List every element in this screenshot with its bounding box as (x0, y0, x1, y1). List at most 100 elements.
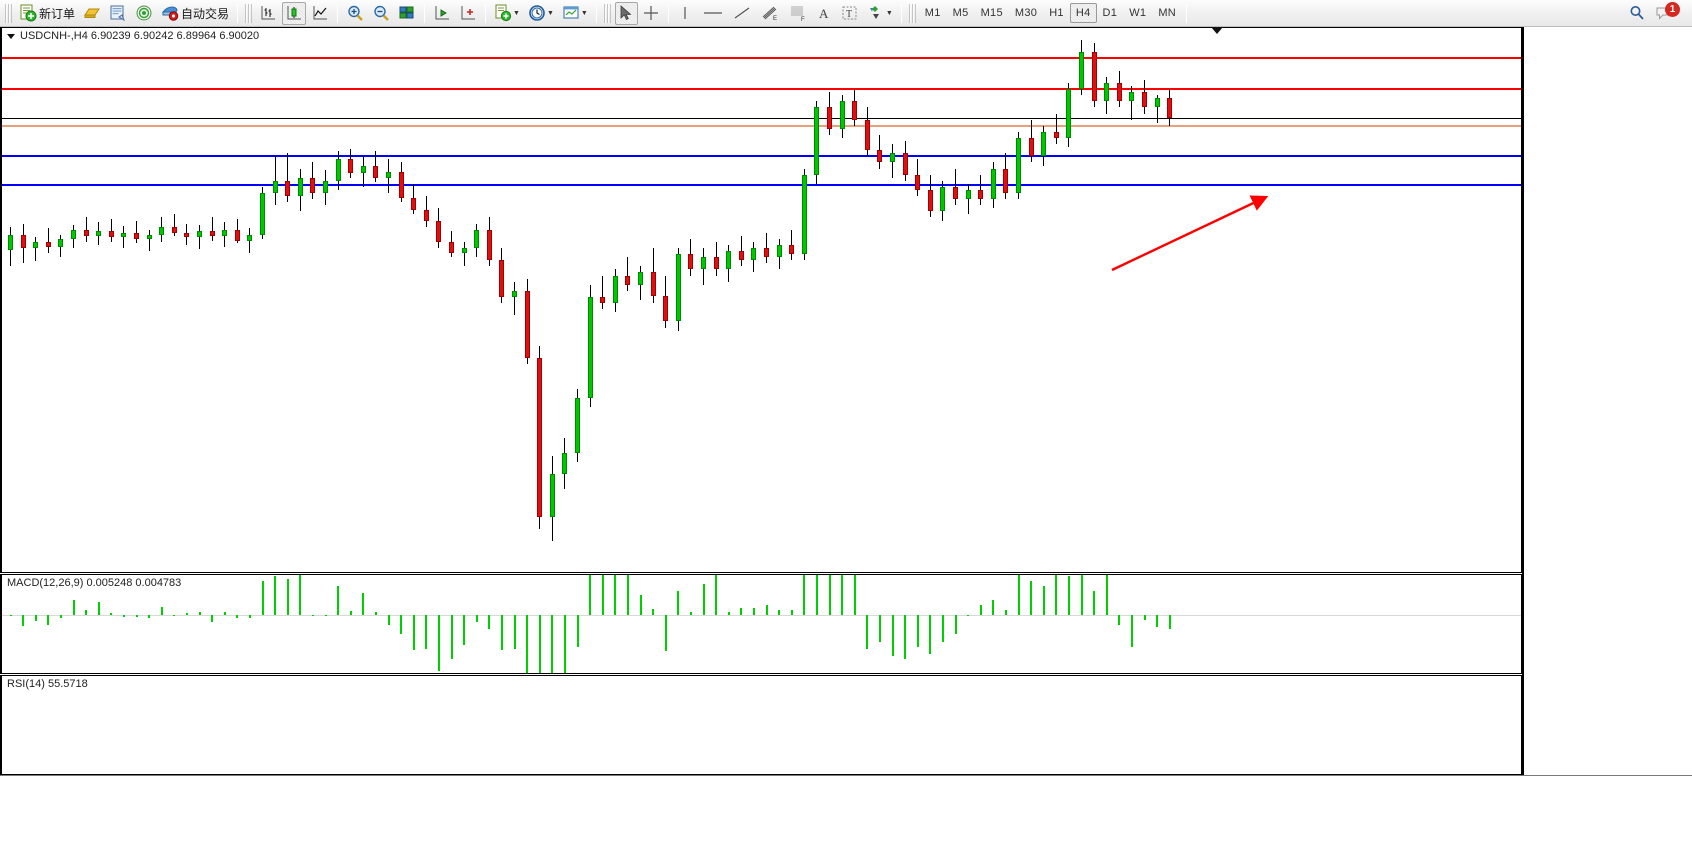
price-chart-pane[interactable]: USDCNH-,H4 6.90239 6.90242 6.89964 6.900… (0, 27, 1522, 573)
candlestick[interactable] (688, 254, 694, 270)
timeframe-mn[interactable]: MN (1158, 7, 1177, 19)
candlestick[interactable] (71, 229, 76, 239)
candlestick[interactable] (915, 174, 921, 190)
chart-shift-button[interactable] (430, 2, 454, 25)
candlestick[interactable] (436, 220, 442, 242)
candlestick[interactable] (764, 248, 769, 258)
candlestick[interactable] (323, 180, 328, 194)
candlestick[interactable] (524, 290, 530, 359)
fibonacci-button[interactable]: F (785, 2, 811, 25)
candlestick[interactable] (827, 107, 832, 129)
candlestick[interactable] (801, 174, 807, 255)
candlestick[interactable] (310, 177, 316, 194)
candlestick[interactable] (234, 229, 240, 241)
price-level-line[interactable] (2, 87, 1521, 90)
candlestick[interactable] (877, 150, 883, 163)
macd-pane[interactable]: MACD(12,26,9) 0.005248 0.004783 (0, 574, 1522, 674)
tile-windows-button[interactable] (395, 2, 419, 25)
text-label-button[interactable]: T (838, 2, 862, 25)
candlestick[interactable] (1104, 83, 1110, 102)
chevron-down-icon-3[interactable]: ▼ (580, 9, 588, 17)
zoom-in-button[interactable] (343, 2, 367, 25)
timeframe-m15[interactable]: M15 (980, 7, 1003, 19)
candlestick[interactable] (562, 452, 568, 475)
candlestick[interactable] (1091, 52, 1097, 102)
candlestick[interactable] (159, 226, 165, 235)
candlestick[interactable] (675, 254, 681, 322)
candlestick[interactable] (978, 189, 984, 200)
candlestick[interactable] (1028, 138, 1034, 157)
shapes-button[interactable]: ▼ (864, 2, 896, 25)
candlestick[interactable] (789, 244, 795, 255)
chevron-down-icon[interactable]: ▼ (513, 9, 520, 17)
candlestick[interactable] (461, 248, 467, 253)
bar-chart-button[interactable] (256, 2, 280, 25)
candlestick[interactable] (171, 226, 177, 233)
candlestick[interactable] (222, 229, 228, 236)
candlestick[interactable] (1041, 131, 1047, 157)
candlestick[interactable] (1053, 131, 1059, 139)
candlestick[interactable] (852, 101, 858, 120)
equidistant-channel-button[interactable]: E (757, 2, 783, 25)
periodicity-button[interactable]: ▼ (525, 2, 557, 25)
trendline-button[interactable] (729, 2, 755, 25)
notifications-button[interactable]: 1 (1651, 1, 1683, 25)
timeframe-m30[interactable]: M30 (1014, 7, 1038, 19)
macd-plot-area[interactable] (2, 575, 1521, 673)
candlestick[interactable] (335, 159, 341, 181)
time-scale[interactable] (0, 775, 1692, 797)
candlestick[interactable] (650, 272, 656, 296)
chevron-down-icon-2[interactable]: ▼ (546, 9, 554, 17)
candlestick[interactable] (58, 238, 64, 247)
candlestick[interactable] (701, 257, 706, 270)
toolbar-grip-4[interactable] (908, 3, 916, 23)
candlestick[interactable] (713, 257, 719, 270)
candlestick[interactable] (864, 119, 870, 151)
price-level-line[interactable] (2, 57, 1521, 60)
candlestick[interactable] (449, 241, 454, 253)
candlestick[interactable] (1142, 92, 1147, 108)
candlestick[interactable] (990, 168, 996, 200)
candlestick[interactable] (423, 210, 429, 221)
candlestick[interactable] (33, 241, 39, 249)
timeframe-h4[interactable]: H4 (1069, 3, 1097, 23)
candlestick[interactable] (927, 189, 933, 212)
navigator-button[interactable] (132, 2, 156, 25)
candlestick[interactable] (486, 229, 492, 261)
price-level-line[interactable] (2, 124, 1521, 127)
candlestick[interactable] (8, 234, 13, 251)
candlestick[interactable] (1016, 138, 1021, 194)
candlestick[interactable] (285, 180, 291, 197)
rsi-pane[interactable]: RSI(14) 55.5718 (0, 675, 1522, 775)
candlestick[interactable] (512, 290, 517, 297)
candlestick[interactable] (108, 230, 114, 238)
toolbar-grip-3[interactable] (603, 3, 611, 23)
candlestick[interactable] (1154, 98, 1160, 108)
candlestick[interactable] (348, 159, 354, 174)
candlestick[interactable] (398, 171, 404, 198)
price-level-line[interactable] (2, 184, 1521, 187)
data-window-button[interactable] (106, 2, 130, 25)
vertical-line-button[interactable] (674, 2, 697, 25)
chevron-down-icon-4[interactable]: ▼ (885, 9, 893, 17)
price-plot-area[interactable] (2, 28, 1521, 572)
candlestick[interactable] (247, 234, 253, 241)
auto-scroll-button[interactable] (456, 2, 480, 25)
candlestick[interactable] (600, 296, 606, 304)
candlestick[interactable] (890, 153, 895, 163)
candlestick[interactable] (965, 189, 971, 200)
timeframe-m1[interactable]: M1 (924, 7, 941, 19)
candlestick[interactable] (83, 229, 89, 236)
candlestick[interactable] (751, 248, 757, 261)
price-level-line[interactable] (2, 117, 1521, 119)
toolbar-grip-2[interactable] (245, 3, 253, 23)
candlestick[interactable] (587, 296, 593, 398)
rsi-plot-area[interactable] (2, 676, 1521, 774)
candlestick[interactable] (1079, 52, 1084, 90)
candlestick[interactable] (146, 234, 152, 239)
candlestick[interactable] (96, 230, 102, 236)
indicators-button[interactable]: ▼ (491, 2, 523, 25)
candlestick[interactable] (360, 165, 366, 174)
candlestick[interactable] (209, 230, 215, 236)
candlestick[interactable] (902, 153, 908, 175)
